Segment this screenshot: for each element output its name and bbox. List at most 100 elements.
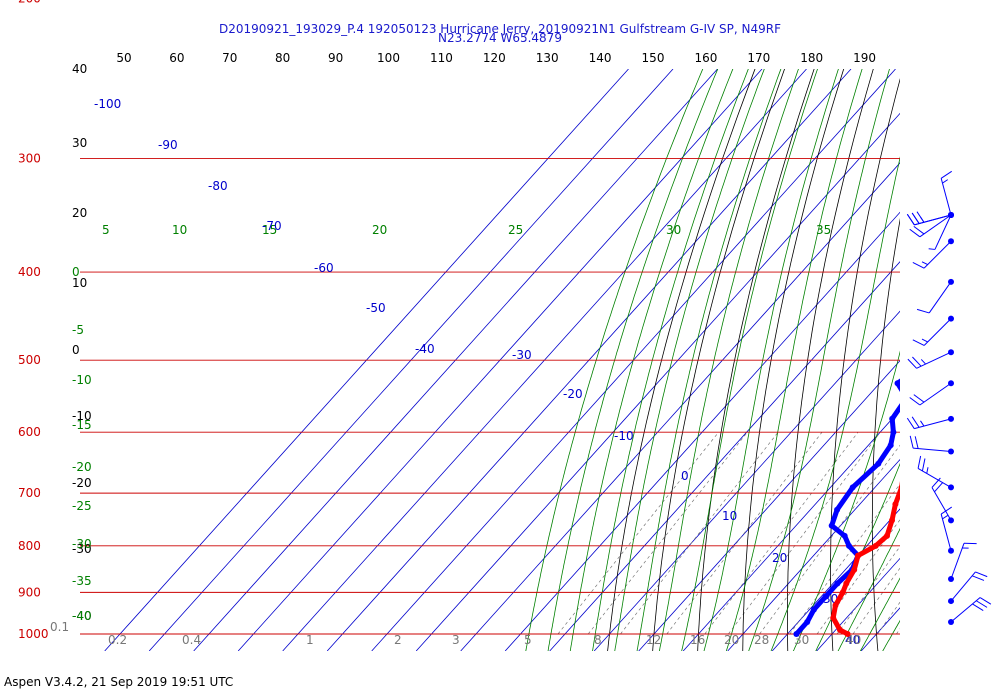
isotherm-label: -80 (208, 179, 228, 193)
mixing-ratio-line (587, 431, 748, 635)
top-tick-label: 60 (169, 51, 184, 65)
pressure-label: 200 (18, 0, 41, 5)
dewpoint-point (846, 542, 852, 549)
grid-lines (80, 0, 1000, 653)
mixing-ratio-label: 40 (846, 633, 861, 647)
wind-barb-staff (919, 214, 952, 238)
mixing-ratio-label: 5 (524, 633, 532, 647)
dewpoint-point (889, 415, 896, 422)
mixing-ratio-label: 8 (594, 633, 602, 647)
temperature-point (830, 614, 837, 621)
moist-adiabat-line (904, 0, 1000, 653)
isotherm-label: -90 (158, 138, 178, 152)
wind-barb-half-feather (920, 420, 925, 427)
dewpoint-point (993, 142, 999, 148)
mixing-ratio-label: 0.4 (182, 633, 201, 647)
dry-adiabat-line (952, 0, 1000, 653)
top-tick-label: 120 (483, 51, 506, 65)
moist-adiabat-line (792, 350, 900, 651)
wind-barb-staff (934, 214, 952, 250)
dewpoint-point (890, 429, 897, 436)
moist-adiabat-line (770, 156, 900, 651)
top-tick-label: 170 (747, 51, 770, 65)
moist-adiabat-label: 5 (102, 223, 110, 237)
wind-barb-half-feather (928, 248, 935, 250)
isotherm-line (906, 69, 1000, 651)
wind-barb-feather (917, 455, 922, 469)
temperature-point (939, 341, 945, 347)
wind-barb (948, 597, 992, 625)
isotherm-label: -100 (94, 97, 121, 111)
temperature-point (954, 307, 960, 313)
temperature-point (963, 269, 969, 275)
dewpoint-point (904, 395, 910, 401)
dewpoint-point (952, 128, 958, 134)
wind-barb-staff (914, 214, 952, 226)
isotherm-line (727, 458, 900, 651)
dewpoint-point (947, 51, 953, 57)
dewpoint-point (834, 506, 841, 513)
temperature-point (974, 227, 980, 233)
mixing-ratio-line (836, 545, 900, 635)
temperature-point (851, 566, 858, 573)
mixing-ratio-label: 1 (306, 633, 314, 647)
top-tick-label: 80 (275, 51, 290, 65)
mixing-ratio-label: 2 (394, 633, 402, 647)
pressure-label: 900 (18, 585, 41, 599)
mixing-ratio-label: 12 (646, 633, 661, 647)
temperature-point (837, 627, 843, 633)
wind-barb (940, 506, 954, 554)
wind-barb-feather (907, 358, 917, 369)
mixing-ratio-label: 3 (452, 633, 460, 647)
temperature-point (892, 501, 899, 508)
temperature-point (966, 249, 972, 255)
dewpoint-point (915, 298, 921, 304)
dewpoint-point (935, 83, 941, 89)
wind-barb-half-feather (920, 216, 925, 223)
isotherm-line (682, 409, 900, 651)
left-black-label: 0 (72, 343, 80, 357)
left-black-label: 10 (72, 276, 87, 290)
moist-adiabat-line (837, 527, 900, 651)
wind-barb (912, 238, 954, 269)
wind-barb-staff (916, 351, 952, 369)
left-green-label: -5 (72, 323, 84, 337)
wind-barb-half-feather (926, 467, 929, 474)
temperature-point (855, 552, 861, 559)
moist-adiabat-line (815, 462, 900, 651)
wind-barb-feather (909, 435, 914, 449)
moist-adiabat-line (592, 69, 749, 651)
pressure-label: 1000 (18, 627, 49, 641)
wind-barb-feather (911, 212, 920, 224)
moist-adiabat-label: 10 (172, 223, 187, 237)
temperature-point (889, 517, 895, 524)
mixing-ratio-line (557, 431, 719, 635)
dewpoint-point (986, 155, 992, 161)
moist-adiabat-line (547, 69, 719, 651)
pressure-label: 300 (18, 151, 41, 165)
temperature-point (898, 484, 900, 490)
wind-barbs (906, 170, 992, 625)
left-black-label: 30 (72, 136, 87, 150)
moist-adiabat-label: 30 (666, 223, 681, 237)
moist-adiabat-label: 15 (262, 223, 277, 237)
left-black-label: 20 (72, 206, 87, 220)
dry-adiabat-line (652, 69, 785, 651)
wind-barb-staff (950, 597, 981, 623)
moist-adiabat-line (725, 69, 863, 651)
dewpoint-point (828, 522, 835, 529)
moist-adiabat-label: 20 (372, 223, 387, 237)
isotherm-label: -50 (366, 301, 386, 315)
dewpoint-point (926, 316, 932, 322)
wind-barb-feather (934, 481, 944, 493)
wind-barb-staff (950, 571, 976, 602)
mixing-ratio-line (912, 432, 1000, 634)
dewpoint-point (950, 264, 956, 270)
dry-adiabat-line (990, 0, 1000, 653)
wind-barb-half-feather (921, 261, 928, 266)
dewpoint-point (978, 168, 984, 174)
mixing-ratio-line (789, 483, 900, 635)
wind-barb-feather (972, 575, 985, 581)
wind-barb (909, 435, 954, 455)
